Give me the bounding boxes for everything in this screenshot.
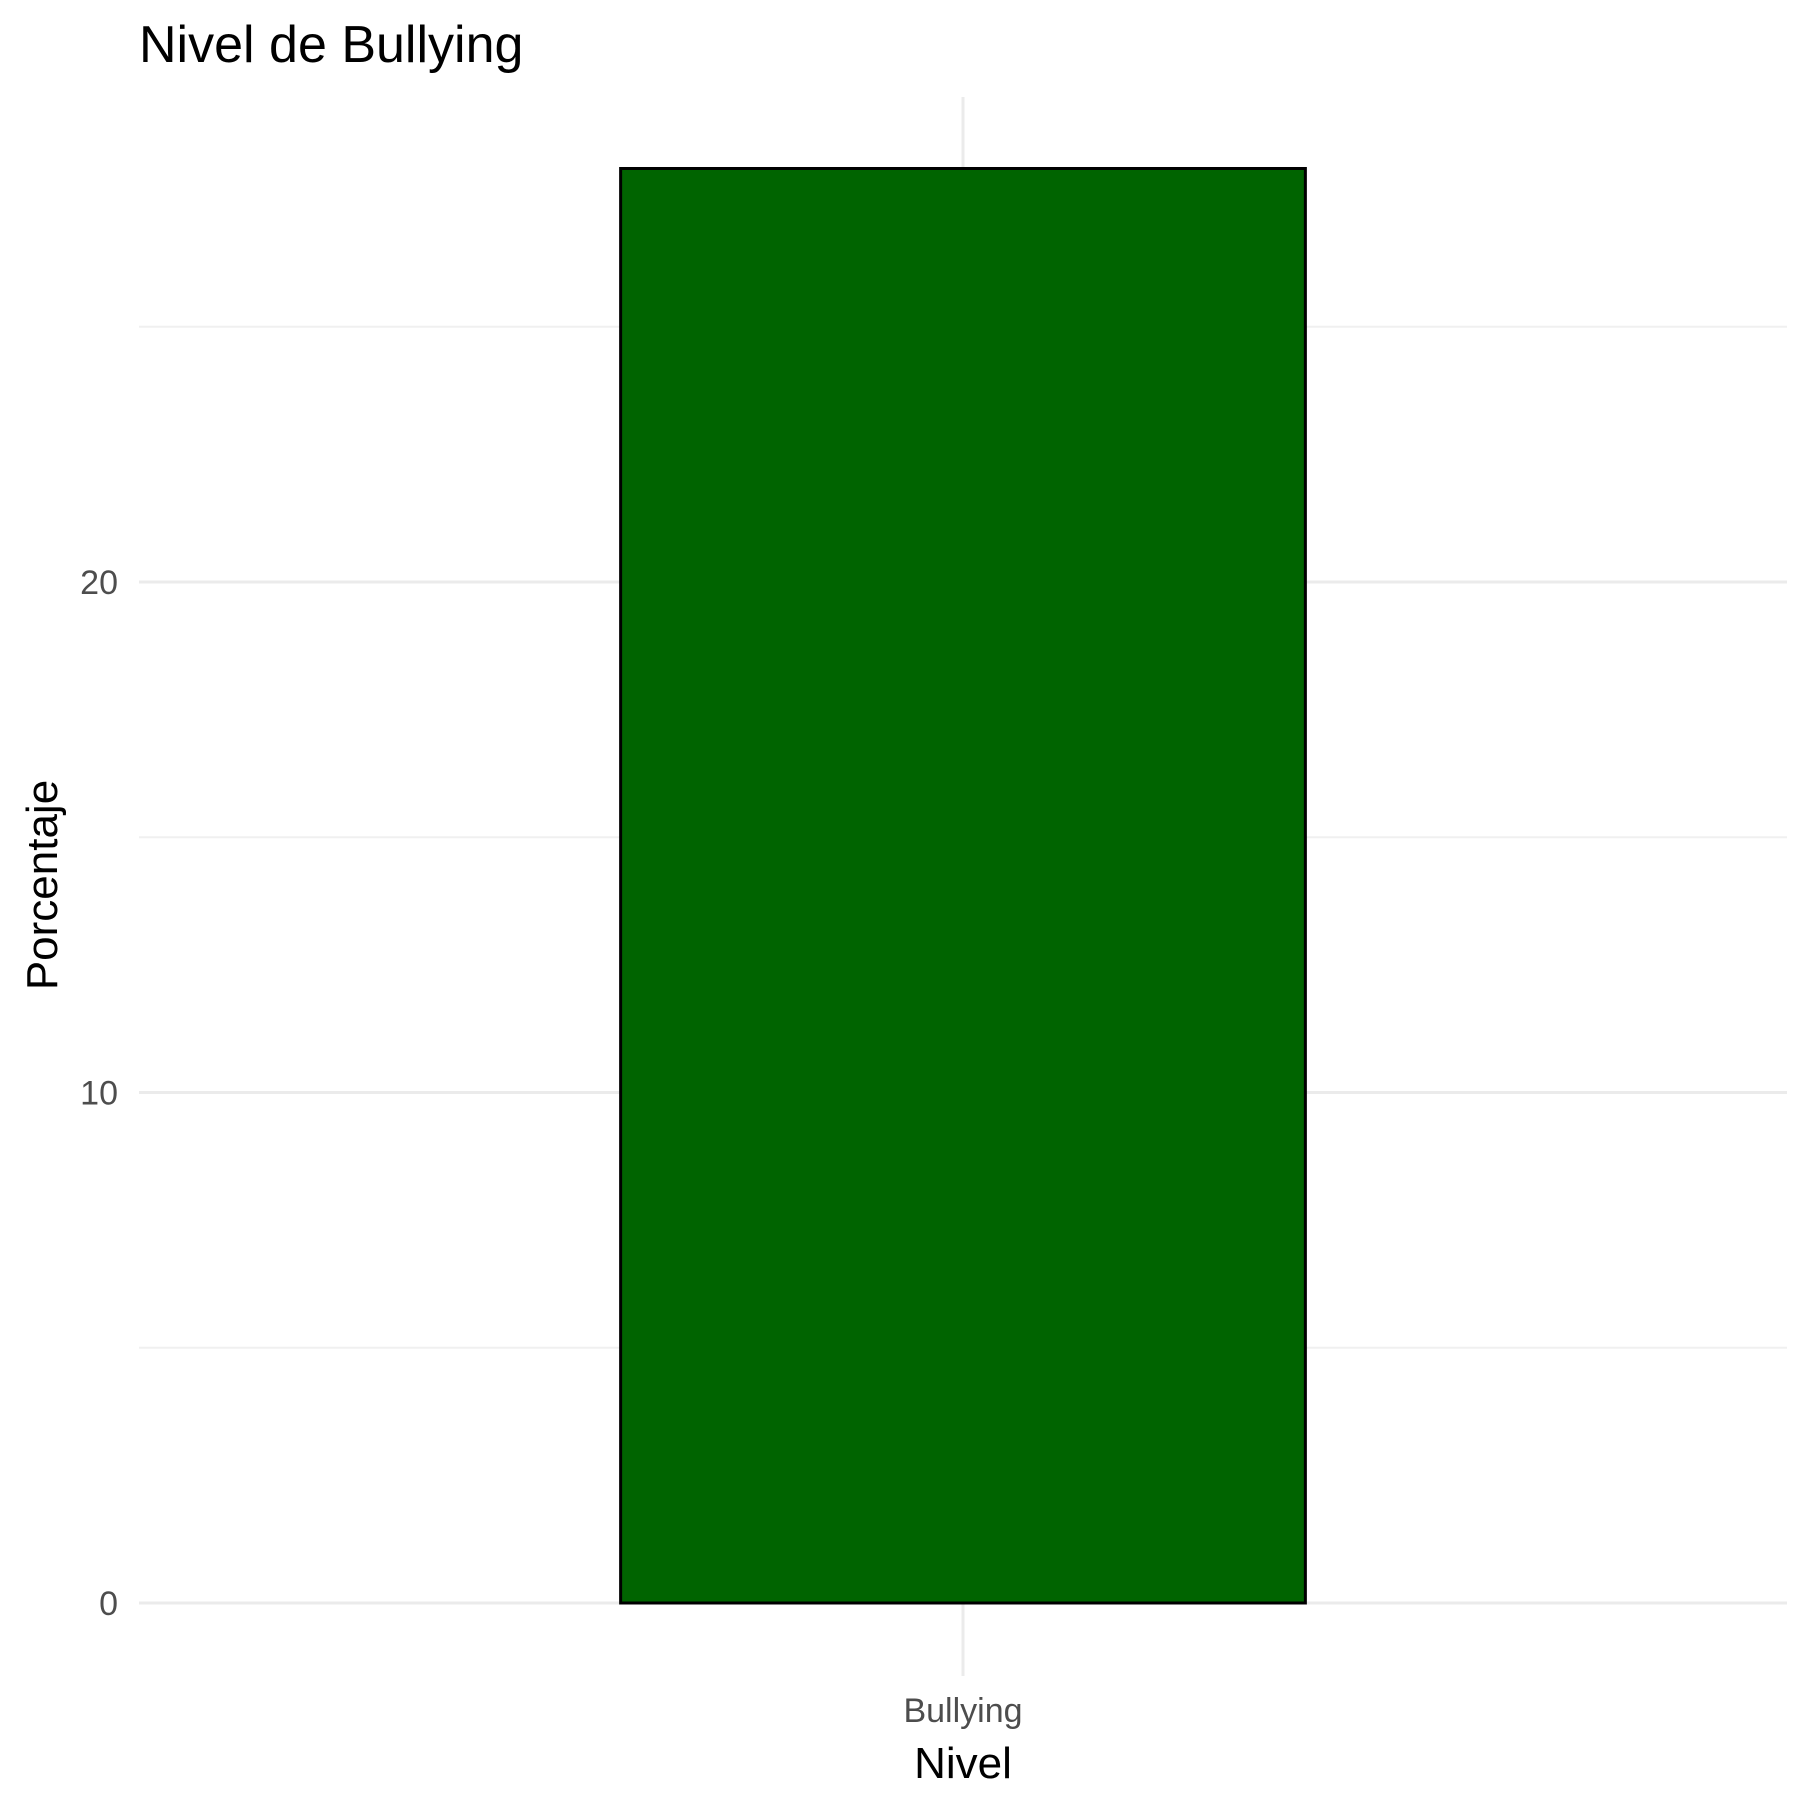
y-tick-label: 20 <box>80 564 118 602</box>
y-tick-label: 10 <box>80 1075 118 1113</box>
x-axis-ticks: Bullying <box>903 1692 1022 1730</box>
y-axis-ticks: 0 10 20 <box>80 564 118 1623</box>
bar <box>619 166 1307 1605</box>
y-tick-label: 0 <box>99 1585 118 1623</box>
x-tick-label: Bullying <box>903 1692 1022 1730</box>
y-axis-title: Porcentaje <box>18 780 67 990</box>
chart-title: Nivel de Bullying <box>139 16 523 74</box>
x-axis-title: Nivel <box>914 1739 1012 1788</box>
bars <box>619 166 1307 1605</box>
